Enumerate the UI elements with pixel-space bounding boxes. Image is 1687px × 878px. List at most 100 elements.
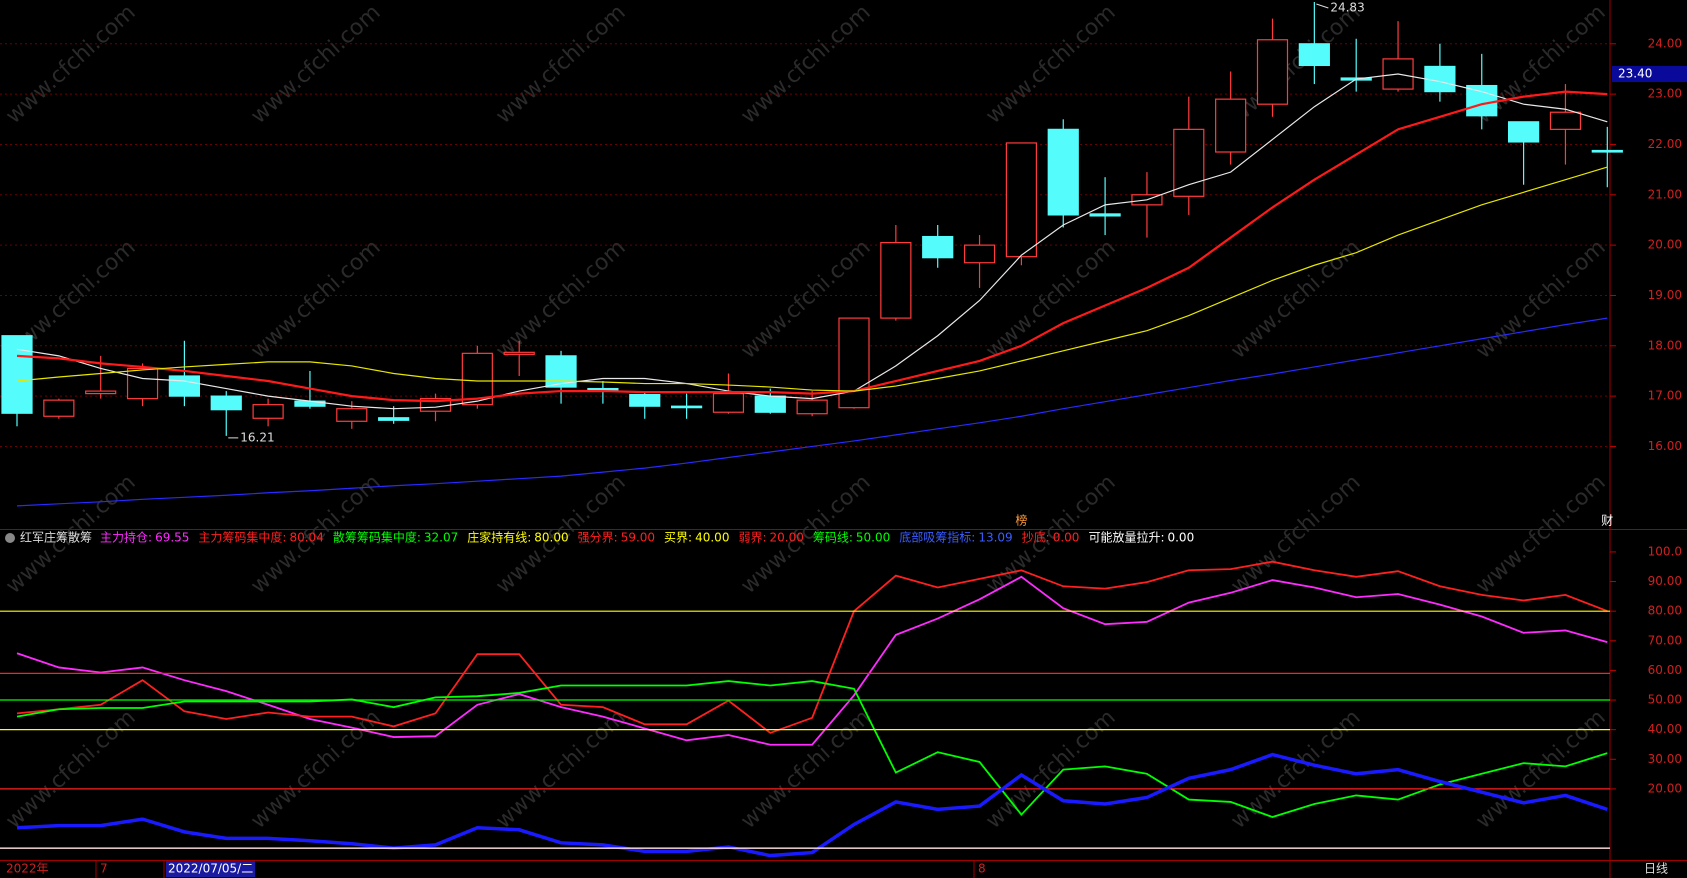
y-tick-label: 100.0 — [1648, 544, 1682, 558]
y-tick-label: 20.00 — [1648, 238, 1682, 252]
legend-value: 80.00 — [534, 531, 568, 545]
date-highlight — [166, 861, 256, 877]
candle-body — [1549, 111, 1582, 130]
y-tick-label: 22.00 — [1648, 137, 1682, 151]
candle-body — [963, 244, 996, 264]
date-label: 8 — [978, 862, 986, 876]
legend-name: 主力筹码集中度: — [198, 530, 286, 545]
candle-body — [1298, 43, 1330, 67]
candle-body — [796, 399, 828, 415]
legend-name: 可能放量拉升: — [1088, 530, 1164, 545]
candle-body — [712, 393, 745, 413]
legend-name: 底部吸筹指标: — [899, 530, 975, 545]
y-tick-label: 23.00 — [1648, 87, 1682, 101]
y-tick-label: 21.00 — [1648, 187, 1682, 201]
price-marker-box — [1612, 65, 1687, 82]
candle-body — [754, 395, 786, 413]
candle-body — [1215, 98, 1247, 153]
date-label: 7 — [100, 862, 108, 876]
legend-value: 13.09 — [978, 531, 1012, 545]
legend-value: 50.00 — [856, 531, 890, 545]
legend-value: 0.00 — [1167, 531, 1194, 545]
indicator-line — [16, 575, 1608, 746]
candle-body — [629, 394, 661, 407]
y-tick-label: 80.00 — [1648, 604, 1682, 618]
y-tick-label: 17.00 — [1648, 389, 1682, 403]
date-label: 2022/07/05/二 — [168, 862, 253, 876]
candle-body — [1047, 128, 1079, 216]
legend-name: 抄底: — [1022, 530, 1050, 545]
legend-name: 买界: — [664, 531, 692, 545]
candle-body — [252, 404, 284, 419]
candle-body — [85, 390, 117, 395]
legend-value: 32.07 — [424, 531, 458, 545]
y-tick-label: 16.00 — [1648, 439, 1682, 453]
ma-line — [16, 90, 1608, 403]
legend-name: 强分界: — [578, 531, 618, 545]
ma-line — [16, 73, 1608, 410]
legend-name: 散筹筹码集中度: — [333, 530, 421, 545]
y-tick-label: 90.00 — [1648, 574, 1682, 588]
y-tick-label: 18.00 — [1648, 338, 1682, 352]
candle-body — [1, 335, 33, 414]
y-tick-label: 60.00 — [1648, 663, 1682, 677]
candle-body — [1256, 39, 1289, 105]
candle-body — [838, 317, 870, 409]
candle-body — [461, 352, 493, 406]
y-tick-label: 20.00 — [1648, 781, 1682, 795]
indicator-icon[interactable] — [5, 533, 15, 543]
legend-value: 59.00 — [621, 531, 655, 545]
candle-body — [1382, 58, 1414, 90]
indicator-line — [16, 752, 1608, 858]
indicator-line — [16, 680, 1608, 818]
legend-name: 主力持仓: — [100, 530, 152, 545]
period-label[interactable]: 日线 — [1644, 862, 1668, 876]
high-arrow — [1316, 3, 1329, 9]
candle-body — [43, 399, 75, 417]
legend-name: 弱界: — [738, 531, 766, 545]
legend-value: 69.55 — [155, 531, 189, 545]
candle-body — [168, 375, 200, 397]
low-label: 16.21 — [240, 430, 274, 444]
legend-value: 20.00 — [770, 531, 804, 545]
candle-body — [1173, 128, 1205, 197]
candle-body — [1507, 121, 1540, 143]
legend-value: 0.00 — [1053, 531, 1080, 545]
candle-body — [670, 405, 703, 409]
candle-body — [210, 395, 242, 411]
indicator-title[interactable]: 红军庄筹散筹 — [20, 530, 92, 545]
candle-body — [880, 242, 912, 319]
candle-body — [336, 408, 368, 422]
candle-body — [922, 235, 954, 259]
candle-body — [587, 387, 619, 391]
candle-body — [126, 367, 159, 400]
y-tick-label: 24.00 — [1648, 36, 1682, 50]
candle-body — [503, 351, 535, 355]
y-tick-label: 70.00 — [1648, 633, 1682, 647]
ma-line — [16, 317, 1608, 507]
y-tick-label: 30.00 — [1648, 752, 1682, 766]
candle-body — [1466, 84, 1498, 117]
y-tick-label: 40.00 — [1648, 722, 1682, 736]
candle-body — [1089, 213, 1121, 217]
legend-value: 40.00 — [695, 531, 729, 545]
event-marker[interactable]: 财 — [1601, 514, 1613, 528]
candle-body — [1005, 142, 1038, 258]
indicator-line — [16, 560, 1608, 734]
ma-line — [16, 166, 1608, 392]
y-tick-label: 19.00 — [1648, 288, 1682, 302]
price-marker-label: 23.40 — [1618, 66, 1652, 80]
date-label: 2022年 — [6, 862, 49, 876]
candle-body — [378, 417, 410, 421]
legend-name: 庄家持有线: — [467, 530, 531, 545]
legend-value: 80.04 — [289, 531, 323, 545]
candle-body — [1424, 65, 1456, 93]
high-label: 24.83 — [1330, 1, 1364, 15]
event-marker[interactable]: 榜 — [1015, 513, 1027, 528]
legend-name: 筹码线: — [813, 531, 853, 545]
candle-body — [1591, 149, 1623, 153]
y-tick-label: 50.00 — [1648, 693, 1682, 707]
